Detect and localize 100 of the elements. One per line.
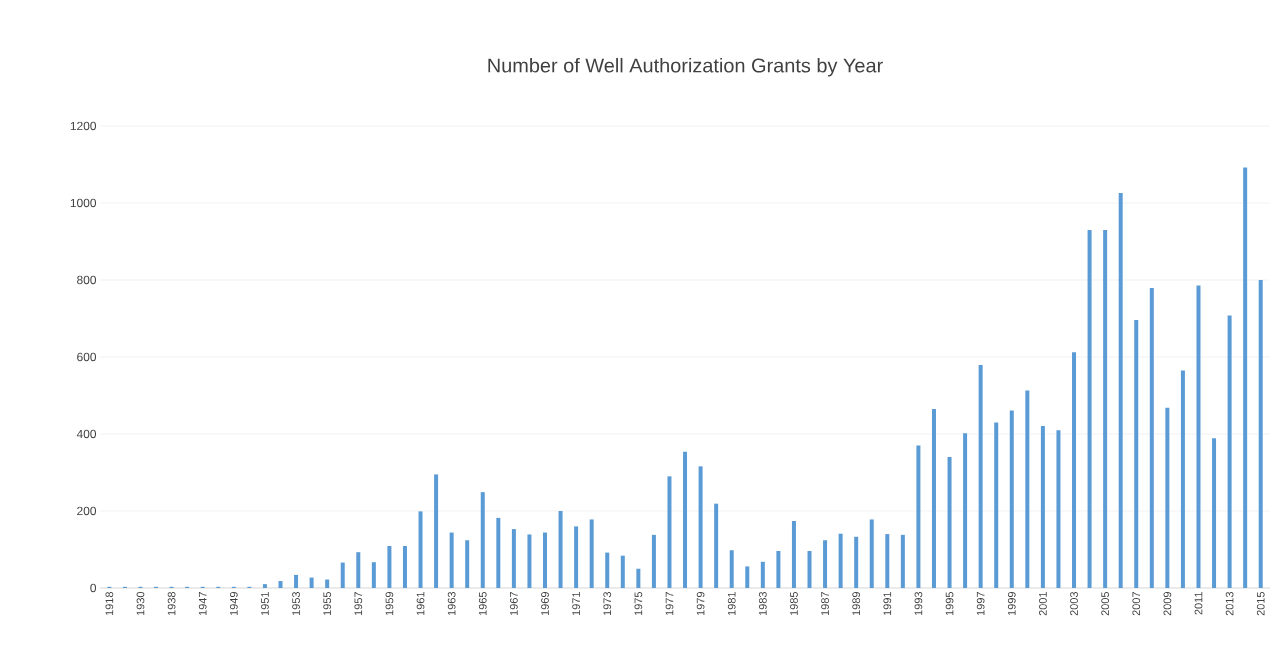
x-tick-label: 1973 bbox=[603, 592, 612, 616]
bar bbox=[869, 519, 874, 588]
x-tick-label: 1975 bbox=[634, 591, 643, 616]
bar bbox=[574, 526, 579, 588]
bar bbox=[714, 503, 719, 588]
bar bbox=[994, 422, 999, 588]
x-tick-label: 2007 bbox=[1132, 592, 1141, 616]
x-tick-label: 1967 bbox=[510, 592, 518, 616]
bar bbox=[1212, 438, 1217, 588]
x-tick-label: 1981 bbox=[727, 592, 736, 616]
x-tick-label: 2011 bbox=[1194, 592, 1203, 615]
bar bbox=[1165, 407, 1170, 588]
y-tick-label: 800 bbox=[77, 275, 97, 285]
y-tick-label: 0 bbox=[90, 583, 97, 593]
x-tick-label: 2013 bbox=[1225, 592, 1234, 616]
bar bbox=[1180, 370, 1185, 588]
x-tick-label: 1989 bbox=[852, 592, 861, 616]
bar bbox=[309, 577, 314, 588]
x-tick-label: 1953 bbox=[292, 592, 300, 616]
x-tick-label: 1957 bbox=[354, 592, 363, 616]
x-tick-label: 2001 bbox=[1039, 592, 1047, 616]
x-tick-label: 1979 bbox=[696, 592, 705, 616]
bar bbox=[1072, 352, 1077, 588]
bar bbox=[651, 534, 656, 588]
bar bbox=[262, 584, 267, 588]
bar bbox=[931, 408, 936, 588]
bar bbox=[947, 457, 952, 588]
bar bbox=[1118, 192, 1123, 588]
bar bbox=[418, 511, 423, 588]
y-tick-label: 1000 bbox=[70, 198, 97, 208]
x-tick-label: 1977 bbox=[665, 592, 674, 616]
bar bbox=[1056, 430, 1061, 588]
x-tick-label: 1971 bbox=[572, 592, 580, 616]
bar bbox=[278, 581, 283, 588]
bar bbox=[294, 574, 299, 588]
bar bbox=[667, 476, 672, 588]
bar bbox=[978, 365, 983, 588]
bar bbox=[791, 521, 796, 588]
x-tick-label: 1993 bbox=[914, 592, 923, 616]
x-tick-label: 1961 bbox=[416, 592, 425, 616]
bar bbox=[543, 532, 547, 588]
x-tick-label: 1987 bbox=[821, 592, 829, 616]
bar bbox=[387, 546, 392, 588]
x-tick-label: 2005 bbox=[1101, 591, 1110, 616]
bar bbox=[1134, 320, 1139, 588]
x-tick-label: 1955 bbox=[323, 591, 332, 616]
x-tick-label: 1918 bbox=[105, 592, 114, 616]
bar bbox=[1243, 167, 1248, 588]
y-tick-label: 600 bbox=[77, 352, 97, 362]
x-tick-label: 1959 bbox=[385, 592, 394, 616]
bar bbox=[465, 540, 470, 588]
x-tick-label: 1995 bbox=[945, 591, 954, 616]
bar bbox=[511, 529, 516, 588]
bar bbox=[605, 552, 610, 588]
x-tick-label: 1991 bbox=[883, 592, 892, 616]
bar bbox=[449, 532, 454, 588]
x-tick-label: 2003 bbox=[1070, 592, 1078, 616]
bar bbox=[698, 466, 703, 588]
bar bbox=[1103, 229, 1108, 588]
bar bbox=[558, 510, 563, 588]
bar bbox=[854, 536, 859, 588]
bar bbox=[760, 561, 765, 588]
bar bbox=[1196, 285, 1201, 588]
chart-title: Number of Well Authorization Grants by Year bbox=[488, 57, 883, 77]
x-tick-label: 2015 bbox=[1256, 591, 1265, 616]
bar bbox=[1149, 288, 1154, 588]
y-tick-label: 1200 bbox=[70, 121, 97, 131]
bar bbox=[402, 546, 407, 588]
y-tick-label: 400 bbox=[76, 429, 97, 439]
bar bbox=[636, 568, 641, 588]
x-tick-label: 1938 bbox=[167, 592, 176, 616]
bar bbox=[885, 534, 890, 588]
bar bbox=[683, 451, 688, 588]
x-tick-label: 1997 bbox=[976, 592, 985, 616]
bar bbox=[900, 534, 905, 588]
bar bbox=[823, 540, 828, 588]
x-tick-label: 1963 bbox=[447, 592, 456, 616]
x-tick-label: 1930 bbox=[136, 591, 145, 616]
bar bbox=[807, 551, 812, 588]
x-tick-label: 1999 bbox=[1007, 592, 1016, 616]
x-tick-label: 1969 bbox=[541, 592, 549, 616]
bar bbox=[527, 534, 532, 588]
bar bbox=[371, 562, 376, 588]
bar bbox=[1087, 229, 1092, 588]
x-tick-label: 1951 bbox=[261, 592, 269, 616]
bar bbox=[745, 566, 750, 588]
y-tick-label: 200 bbox=[77, 506, 97, 516]
bar bbox=[356, 552, 361, 588]
bar bbox=[480, 492, 485, 588]
x-tick-label: 1985 bbox=[790, 591, 798, 616]
bar bbox=[496, 517, 501, 588]
x-tick-label: 1965 bbox=[478, 591, 487, 616]
bar bbox=[1040, 425, 1045, 588]
bar bbox=[1009, 410, 1014, 588]
bar bbox=[434, 474, 439, 588]
bar bbox=[340, 562, 345, 588]
bar bbox=[916, 445, 921, 588]
x-tick-label: 2009 bbox=[1163, 592, 1172, 616]
bar bbox=[325, 579, 330, 588]
bar bbox=[776, 551, 781, 588]
